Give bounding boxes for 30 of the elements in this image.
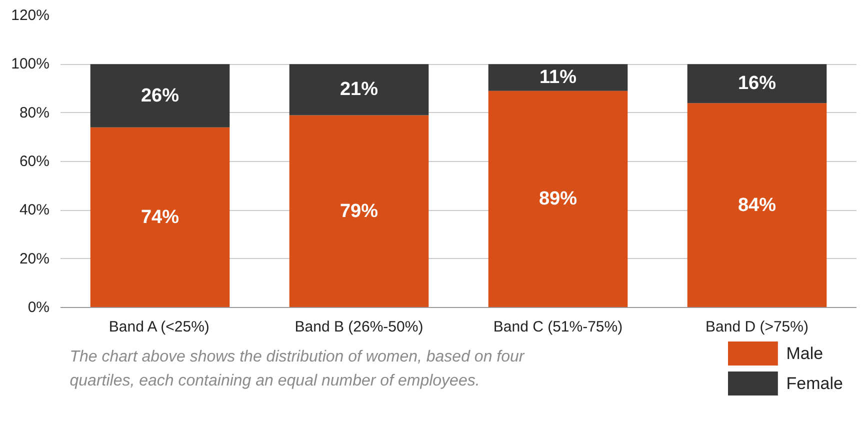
data-label: 89%	[538, 188, 578, 210]
bar	[289, 115, 429, 308]
bar	[687, 64, 827, 104]
x-tick-label: Band A (<25%)	[108, 318, 210, 336]
data-label: 11%	[540, 67, 577, 88]
y-tick-label: 60%	[19, 153, 50, 170]
y-tick-label: 120%	[11, 7, 50, 24]
data-label: 26%	[140, 85, 180, 106]
y-tick-label: 0%	[28, 299, 50, 316]
y-tick-label: 40%	[19, 202, 50, 219]
bar	[90, 127, 230, 308]
text: The chart above shows the distribution of women, based on four quartiles, each containing an equal number of employees.	[70, 348, 525, 390]
y-tick-label: 20%	[19, 250, 50, 268]
bar	[687, 103, 827, 308]
y-tick-label: 80%	[19, 104, 50, 122]
data-label: 79%	[340, 200, 378, 222]
data-label: 84%	[738, 194, 776, 216]
y-tick-label: 100%	[11, 56, 50, 73]
legend-label: Male	[786, 344, 824, 363]
bar	[289, 64, 429, 116]
bar	[90, 64, 230, 128]
x-tick-label: Band B (26%-50%)	[294, 318, 424, 336]
bar	[488, 64, 628, 91]
data-label: 74%	[140, 206, 180, 228]
legend-label: Female	[786, 374, 843, 393]
x-tick-label: Band C (51%-75%)	[493, 318, 623, 336]
data-label: 21%	[340, 79, 378, 100]
bar	[488, 90, 628, 308]
data-label: 16%	[738, 73, 776, 94]
x-tick-label: Band D (>75%)	[706, 318, 808, 336]
